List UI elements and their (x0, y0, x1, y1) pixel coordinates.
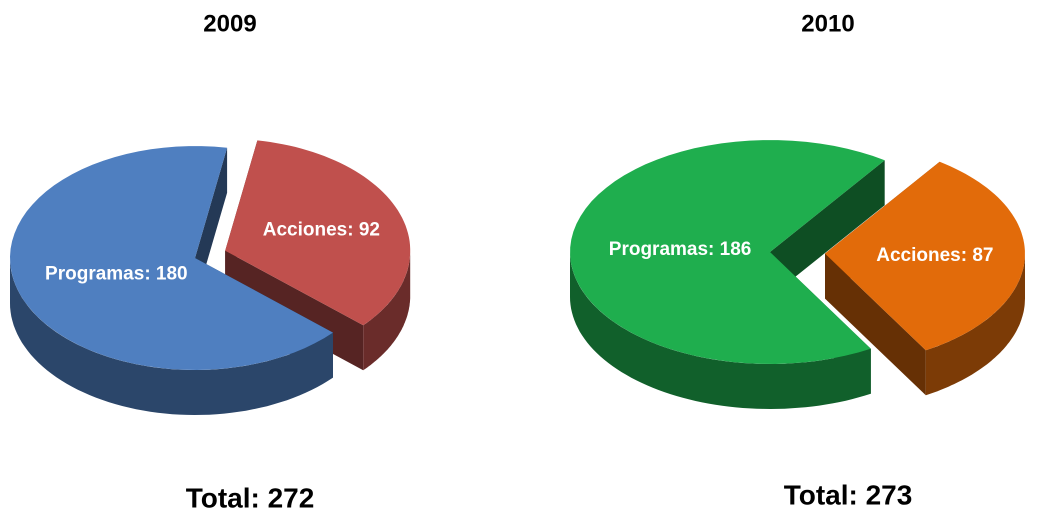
slice-top (10, 146, 333, 370)
pie-slice (825, 161, 1025, 396)
slice-top (225, 140, 411, 326)
slice-side (770, 160, 885, 297)
slice-wall (363, 250, 411, 371)
slice-top (570, 140, 885, 364)
slice-label: Programas: 180 (45, 264, 188, 285)
slice-wall (10, 258, 333, 415)
total-label: Total: 273 (784, 479, 913, 510)
slice-top (825, 161, 1025, 351)
pie-slice (10, 146, 333, 415)
chart-title: 2010 (801, 10, 854, 37)
slice-side (825, 253, 926, 396)
pie-slice (570, 140, 885, 409)
chart-title: 2009 (203, 10, 256, 37)
slice-label: Acciones: 87 (876, 245, 993, 266)
slice-wall (925, 253, 1025, 396)
slice-label: Acciones: 92 (263, 220, 380, 241)
slice-wall (570, 252, 871, 409)
total-label: Total: 272 (186, 482, 315, 513)
slice-label: Programas: 186 (609, 239, 752, 260)
